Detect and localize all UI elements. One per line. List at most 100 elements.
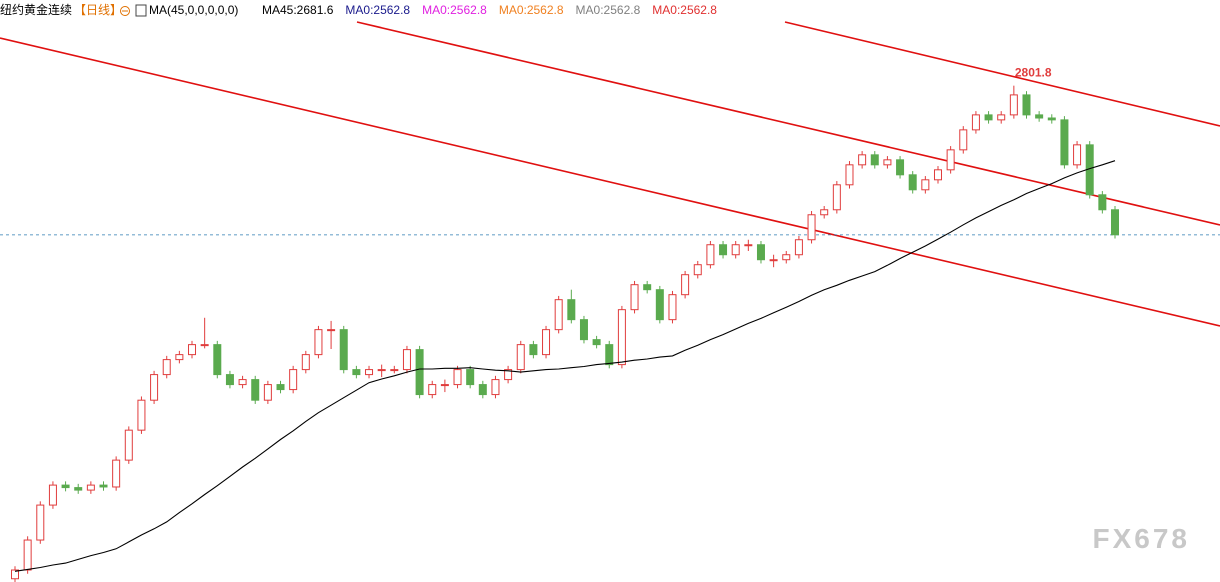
candle-body: [655, 289, 664, 321]
period-label[interactable]: 【日线】: [74, 3, 122, 17]
candle-body: [1073, 144, 1082, 166]
candle-body: [289, 369, 298, 391]
candle-body: [579, 319, 588, 341]
candle-body: [48, 484, 57, 506]
candle-body: [1009, 94, 1018, 116]
candle-body: [238, 379, 247, 386]
candle-body: [466, 369, 475, 386]
candle-body: [832, 184, 841, 211]
channel-line: [356, 21, 1220, 226]
candle-body: [377, 369, 386, 372]
candle-body: [896, 159, 905, 176]
candle-body: [74, 487, 83, 491]
candle-body: [933, 169, 942, 181]
candle-body: [352, 369, 361, 376]
candle-body: [554, 299, 563, 331]
candle-body: [946, 149, 955, 171]
candle-body: [643, 284, 652, 291]
legend-item: MA45:2681.6: [262, 3, 334, 17]
ma45-line: [14, 160, 1116, 572]
legend-item: MA0:2562.8: [345, 3, 410, 17]
candle-body: [971, 114, 980, 131]
candle-body: [86, 484, 95, 491]
candle-body: [415, 349, 424, 396]
candle-body: [820, 209, 829, 216]
candle-body: [150, 374, 159, 401]
watermark: FX678: [1093, 523, 1191, 554]
candle-body: [327, 329, 336, 332]
candle-body: [567, 299, 576, 321]
candle-body: [36, 504, 45, 541]
candle-body: [782, 254, 791, 261]
channel-line: [784, 21, 1220, 127]
candle-body: [1111, 209, 1119, 236]
candle-body: [756, 244, 765, 261]
candle-body: [744, 244, 753, 247]
candle-body: [1047, 117, 1056, 121]
legend-item: MA0:2562.8: [652, 3, 717, 17]
candle-body: [188, 344, 197, 356]
candle-body: [883, 159, 892, 166]
plot-area: 2801.8: [0, 66, 1220, 582]
candle-body: [225, 374, 234, 386]
candle-body: [706, 244, 715, 266]
candle-body: [630, 284, 639, 311]
candle-body: [908, 174, 917, 191]
peak-label: 2801.8: [1015, 66, 1052, 80]
candle-body: [592, 339, 601, 346]
candle-body: [858, 154, 867, 166]
candle-body: [529, 344, 538, 356]
indicator-icon[interactable]: [135, 4, 147, 17]
candle-body: [251, 379, 260, 401]
candle-body: [617, 309, 626, 366]
candle-body: [1098, 194, 1107, 211]
candle-body: [11, 569, 19, 580]
candle-body: [137, 399, 146, 431]
candle-body: [478, 384, 487, 396]
candle-body: [428, 384, 437, 396]
candle-body: [390, 369, 399, 372]
candle-body: [959, 129, 968, 151]
candle-body: [365, 369, 374, 376]
candle-body: [794, 239, 803, 256]
candle-body: [453, 369, 462, 386]
candle-body: [99, 484, 108, 488]
candle-body: [693, 264, 702, 276]
legend-item: MA0:2562.8: [576, 3, 641, 17]
indicator-name: MA(45,0,0,0,0,0): [149, 3, 238, 17]
channel-line: [0, 37, 1220, 327]
candle-body: [491, 379, 500, 396]
symbol-name: 纽约黄金连续: [0, 2, 72, 17]
candle-body: [112, 459, 121, 488]
candle-body: [213, 344, 222, 376]
candle-body: [984, 114, 993, 121]
legend-item: MA0:2562.8: [422, 3, 487, 17]
candle-body: [1035, 114, 1044, 119]
candle-body: [997, 114, 1006, 121]
candle-body: [61, 484, 70, 489]
candle-body: [162, 359, 171, 376]
candle-body: [1060, 119, 1069, 166]
legend-item: MA0:2562.8: [499, 3, 564, 17]
candle-body: [605, 344, 614, 366]
candle-body: [516, 344, 525, 371]
candle-body: [440, 384, 449, 387]
candle-body: [1022, 94, 1031, 116]
candle-body: [402, 349, 411, 371]
candle-body: [263, 384, 272, 401]
candle-body: [124, 429, 133, 461]
candle-body: [668, 294, 677, 321]
settings-icon[interactable]: [120, 6, 130, 16]
candle-body: [542, 329, 551, 356]
candle-body: [681, 274, 690, 296]
candle-body: [200, 344, 209, 347]
candle-body: [870, 154, 879, 166]
candle-body: [807, 214, 816, 241]
candle-body: [301, 354, 310, 371]
candle-body: [719, 244, 728, 256]
candle-body: [314, 329, 323, 356]
candle-body: [276, 384, 285, 391]
